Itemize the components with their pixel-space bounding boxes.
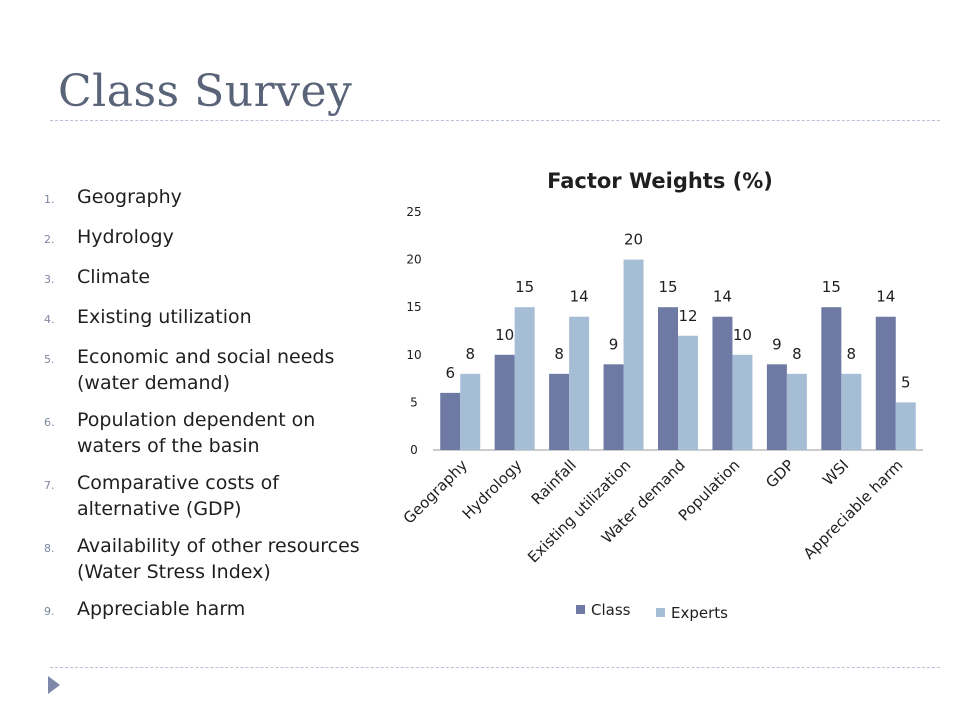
bar-experts bbox=[786, 373, 807, 450]
bar-experts bbox=[841, 373, 862, 450]
y-tick-label: 25 bbox=[406, 205, 421, 219]
list-item: 4. Existing utilization bbox=[44, 304, 384, 333]
data-label: 8 bbox=[465, 345, 475, 363]
bar-class bbox=[603, 364, 624, 450]
list-item: 8. Availability of other resources (Water… bbox=[44, 533, 384, 585]
list-item: 2. Hydrology bbox=[44, 224, 384, 253]
data-label: 10 bbox=[495, 326, 514, 344]
list-item: 3. Climate bbox=[44, 264, 384, 293]
list-text: Climate bbox=[77, 266, 151, 288]
play-arrow-icon bbox=[48, 676, 60, 694]
bar-class bbox=[712, 316, 733, 450]
list-text: Availability of other resources (Water S… bbox=[77, 535, 360, 583]
bar-class bbox=[766, 364, 787, 450]
slide-title: Class Survey bbox=[58, 66, 353, 117]
list-number: 3. bbox=[44, 273, 55, 286]
y-tick-label: 0 bbox=[410, 443, 418, 457]
factor-weights-chart: Factor Weights (%) 051015202568Geography… bbox=[400, 169, 923, 622]
list-item: 1. Geography bbox=[44, 184, 384, 213]
y-tick-label: 20 bbox=[406, 253, 421, 267]
data-label: 15 bbox=[515, 278, 534, 296]
data-label: 14 bbox=[713, 288, 732, 306]
data-label: 15 bbox=[822, 278, 841, 296]
bar-experts bbox=[460, 373, 481, 450]
list-text: Economic and social needs (water demand) bbox=[77, 346, 335, 394]
bar-class bbox=[658, 307, 678, 450]
bar-experts bbox=[732, 354, 753, 450]
list-number: 5. bbox=[44, 353, 55, 366]
list-text: Hydrology bbox=[77, 226, 174, 248]
data-label: 15 bbox=[658, 278, 677, 296]
chart-title: Factor Weights (%) bbox=[547, 169, 773, 193]
list-number: 7. bbox=[44, 479, 55, 492]
bar-experts bbox=[678, 335, 698, 450]
data-label: 6 bbox=[445, 364, 455, 382]
list-item: 5. Economic and social needs (water deman… bbox=[44, 344, 384, 396]
data-label: 5 bbox=[901, 373, 911, 391]
list-item: 6. Population dependent on waters of the … bbox=[44, 407, 384, 459]
legend-label: Class bbox=[591, 601, 631, 619]
data-label: 12 bbox=[678, 307, 697, 325]
list-number: 1. bbox=[44, 193, 55, 206]
data-label: 20 bbox=[624, 231, 643, 249]
bar-class bbox=[821, 307, 842, 450]
data-label: 14 bbox=[876, 288, 895, 306]
y-tick-label: 15 bbox=[406, 300, 421, 314]
bar-experts bbox=[895, 402, 916, 450]
chart-plot-area: 051015202568Geography1015Hydrology814Rai… bbox=[400, 205, 923, 622]
bar-experts bbox=[569, 316, 590, 450]
bar-class bbox=[494, 354, 515, 450]
list-item: 7. Comparative costs of alternative (GDP) bbox=[44, 470, 384, 522]
factor-list: 1. Geography 2. Hydrology 3. Climate 4. Exis… bbox=[44, 184, 384, 636]
category-label: Geography bbox=[400, 456, 471, 527]
list-number: 4. bbox=[44, 313, 55, 326]
data-label: 9 bbox=[772, 335, 782, 353]
bottom-divider bbox=[50, 667, 940, 668]
category-label: Hydrology bbox=[459, 456, 526, 523]
legend-label: Experts bbox=[671, 604, 728, 622]
list-number: 8. bbox=[44, 542, 55, 555]
data-label: 9 bbox=[609, 335, 619, 353]
data-label: 14 bbox=[570, 288, 589, 306]
category-label: Existing utilization bbox=[524, 456, 634, 566]
list-number: 2. bbox=[44, 233, 55, 246]
bar-class bbox=[440, 392, 461, 450]
list-text: Appreciable harm bbox=[77, 598, 246, 620]
bar-experts bbox=[514, 307, 535, 450]
category-label: GDP bbox=[762, 456, 798, 492]
list-number: 9. bbox=[44, 605, 55, 618]
category-label: Rainfall bbox=[528, 456, 580, 508]
list-text: Geography bbox=[77, 186, 182, 208]
legend-swatch-experts bbox=[656, 608, 665, 617]
bar-class bbox=[875, 316, 896, 450]
data-label: 10 bbox=[733, 326, 752, 344]
data-label: 8 bbox=[792, 345, 802, 363]
top-divider bbox=[50, 120, 940, 121]
list-number: 6. bbox=[44, 416, 55, 429]
y-tick-label: 5 bbox=[410, 395, 418, 409]
legend-swatch-class bbox=[576, 605, 585, 614]
list-item: 9. Appreciable harm bbox=[44, 596, 384, 625]
data-label: 8 bbox=[554, 345, 564, 363]
list-text: Population dependent on waters of the ba… bbox=[77, 409, 316, 457]
bar-experts bbox=[623, 259, 644, 450]
bar-class bbox=[549, 373, 570, 450]
y-tick-label: 10 bbox=[406, 348, 421, 362]
category-label: WSI bbox=[819, 456, 852, 489]
data-label: 8 bbox=[847, 345, 857, 363]
list-text: Comparative costs of alternative (GDP) bbox=[77, 472, 279, 520]
list-text: Existing utilization bbox=[77, 306, 252, 328]
category-label: Appreciable harm bbox=[800, 456, 907, 563]
